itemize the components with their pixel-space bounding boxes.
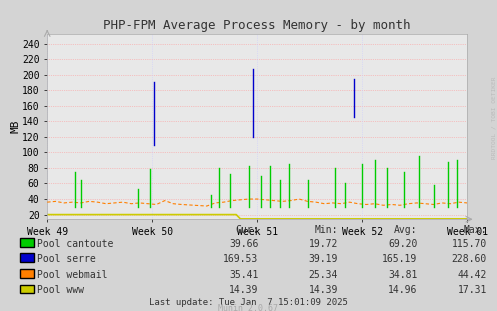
Text: 44.42: 44.42 [458, 270, 487, 280]
Text: 35.41: 35.41 [229, 270, 258, 280]
Text: 19.72: 19.72 [309, 239, 338, 248]
Text: 115.70: 115.70 [452, 239, 487, 248]
Text: Pool webmail: Pool webmail [37, 270, 108, 280]
Text: 69.20: 69.20 [388, 239, 417, 248]
Text: 17.31: 17.31 [458, 285, 487, 295]
Text: Pool www: Pool www [37, 285, 84, 295]
Text: Last update: Tue Jan  7 15:01:09 2025: Last update: Tue Jan 7 15:01:09 2025 [149, 298, 348, 307]
Text: RRDTOOL / TOBI OETIKER: RRDTOOL / TOBI OETIKER [491, 77, 496, 160]
Text: 165.19: 165.19 [382, 254, 417, 264]
Text: 14.96: 14.96 [388, 285, 417, 295]
Text: 39.19: 39.19 [309, 254, 338, 264]
Text: 14.39: 14.39 [309, 285, 338, 295]
Text: Pool cantoute: Pool cantoute [37, 239, 114, 248]
Text: Munin 2.0.67: Munin 2.0.67 [219, 304, 278, 311]
Text: 39.66: 39.66 [229, 239, 258, 248]
Text: Min:: Min: [315, 225, 338, 235]
Text: 169.53: 169.53 [223, 254, 258, 264]
Y-axis label: MB: MB [10, 120, 20, 133]
Text: 25.34: 25.34 [309, 270, 338, 280]
Text: Avg:: Avg: [394, 225, 417, 235]
Text: 228.60: 228.60 [452, 254, 487, 264]
Text: Cur:: Cur: [235, 225, 258, 235]
Text: 14.39: 14.39 [229, 285, 258, 295]
Title: PHP-FPM Average Process Memory - by month: PHP-FPM Average Process Memory - by mont… [103, 19, 411, 32]
Text: Pool serre: Pool serre [37, 254, 96, 264]
Text: 34.81: 34.81 [388, 270, 417, 280]
Text: Max:: Max: [464, 225, 487, 235]
